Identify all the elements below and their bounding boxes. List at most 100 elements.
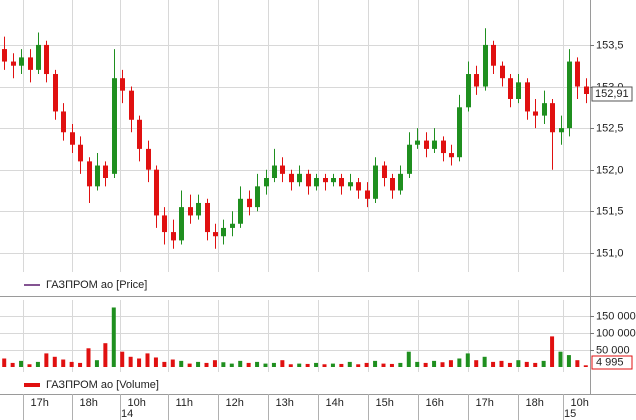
volume-bar (381, 363, 386, 367)
volume-bar (507, 362, 512, 367)
volume-bar (27, 364, 32, 367)
candle-body (2, 49, 7, 62)
candle-body (171, 232, 176, 241)
candle-body (272, 165, 277, 179)
volume-bar (524, 361, 529, 367)
candle-body (95, 165, 100, 187)
volume-bar (499, 360, 504, 367)
candle-body (449, 153, 454, 158)
volume-bar (238, 360, 243, 367)
candle-body (331, 178, 336, 183)
volume-bar (373, 360, 378, 367)
volume-bar (541, 360, 546, 367)
candle-body (323, 178, 328, 183)
y-tick-label: 150 000 (596, 310, 636, 322)
candle-body (146, 148, 151, 170)
volume-bar (491, 361, 496, 367)
date-label: 14 (121, 408, 133, 420)
volume-bar (288, 364, 293, 367)
volume-bar (457, 358, 462, 367)
volume-bar (2, 358, 7, 367)
volume-bar (432, 360, 437, 367)
candle-body (306, 173, 311, 187)
candle-body (348, 182, 353, 187)
volume-bar (398, 362, 403, 367)
candle-body (221, 227, 226, 237)
x-tick-label: 16h (426, 397, 444, 409)
candle-body (280, 165, 285, 174)
candle-body (314, 178, 319, 187)
y-tick-label: 152,5 (596, 122, 624, 134)
candle-body (550, 103, 555, 133)
volume-bar (482, 356, 487, 367)
last-value-box (591, 355, 633, 370)
volume-bar (533, 362, 538, 367)
candle-body (44, 44, 49, 75)
volume-bar (86, 348, 91, 367)
candle-body (533, 111, 538, 116)
volume-bar (305, 363, 310, 367)
volume-bar (221, 362, 226, 367)
volume-bar (440, 362, 445, 367)
candle-body (575, 61, 580, 87)
volume-bar (170, 359, 175, 367)
candle-body (424, 140, 429, 149)
x-tick-label: 17h (31, 397, 49, 409)
volume-bar (389, 363, 394, 367)
candle-body (466, 74, 471, 108)
y-tick-label: 151,5 (596, 205, 624, 217)
volume-bar (162, 361, 167, 367)
volume-bar (474, 360, 479, 367)
candle-body (36, 44, 41, 70)
volume-bar (263, 363, 268, 367)
candle-body (188, 207, 193, 216)
volume-bar (103, 343, 108, 367)
candle-body (11, 61, 16, 66)
volume-bar (415, 361, 420, 367)
volume-bar (322, 364, 327, 367)
candle-body (407, 144, 412, 174)
y-tick-label: 151,0 (596, 247, 624, 259)
candle-body (398, 173, 403, 191)
candle-body (264, 178, 269, 187)
date-label: 15 (564, 408, 576, 420)
candle-body (120, 78, 125, 91)
candle-body (129, 90, 134, 120)
candle-body (70, 132, 75, 145)
volume-bar (120, 351, 125, 367)
candle-body (584, 86, 589, 94)
candle-body (339, 178, 344, 187)
candle-body (542, 103, 547, 116)
candle-body (356, 182, 361, 191)
volume-bar (69, 361, 74, 367)
last-value-label: 4 995 (596, 356, 624, 368)
candle-body (230, 223, 235, 228)
candle-body (213, 232, 218, 237)
volume-bar (19, 360, 24, 367)
candle-body (255, 186, 260, 208)
volume-bar (339, 363, 344, 367)
volume-bar (583, 365, 588, 367)
x-tick-label: 15h (376, 397, 394, 409)
candle-body (78, 144, 83, 162)
volume-bar (465, 353, 470, 367)
volume-bar (246, 362, 251, 367)
candle-body (373, 165, 378, 199)
candle-body (196, 202, 201, 216)
x-tick-label: 13h (276, 397, 294, 409)
volume-bar (145, 353, 150, 367)
x-tick-label: 10h (571, 397, 589, 409)
volume-bar (78, 362, 83, 367)
candle-body (112, 78, 117, 174)
volume-bar (550, 336, 555, 367)
volume-bar (10, 362, 15, 367)
volume-bar (61, 359, 66, 367)
candle-body (19, 57, 24, 66)
volume-bar (406, 351, 411, 367)
candle-body (247, 198, 252, 208)
candle-body (483, 44, 488, 87)
candle-body (162, 215, 167, 233)
volume-bar (566, 355, 571, 367)
y-tick-label: 100 000 (596, 327, 636, 339)
